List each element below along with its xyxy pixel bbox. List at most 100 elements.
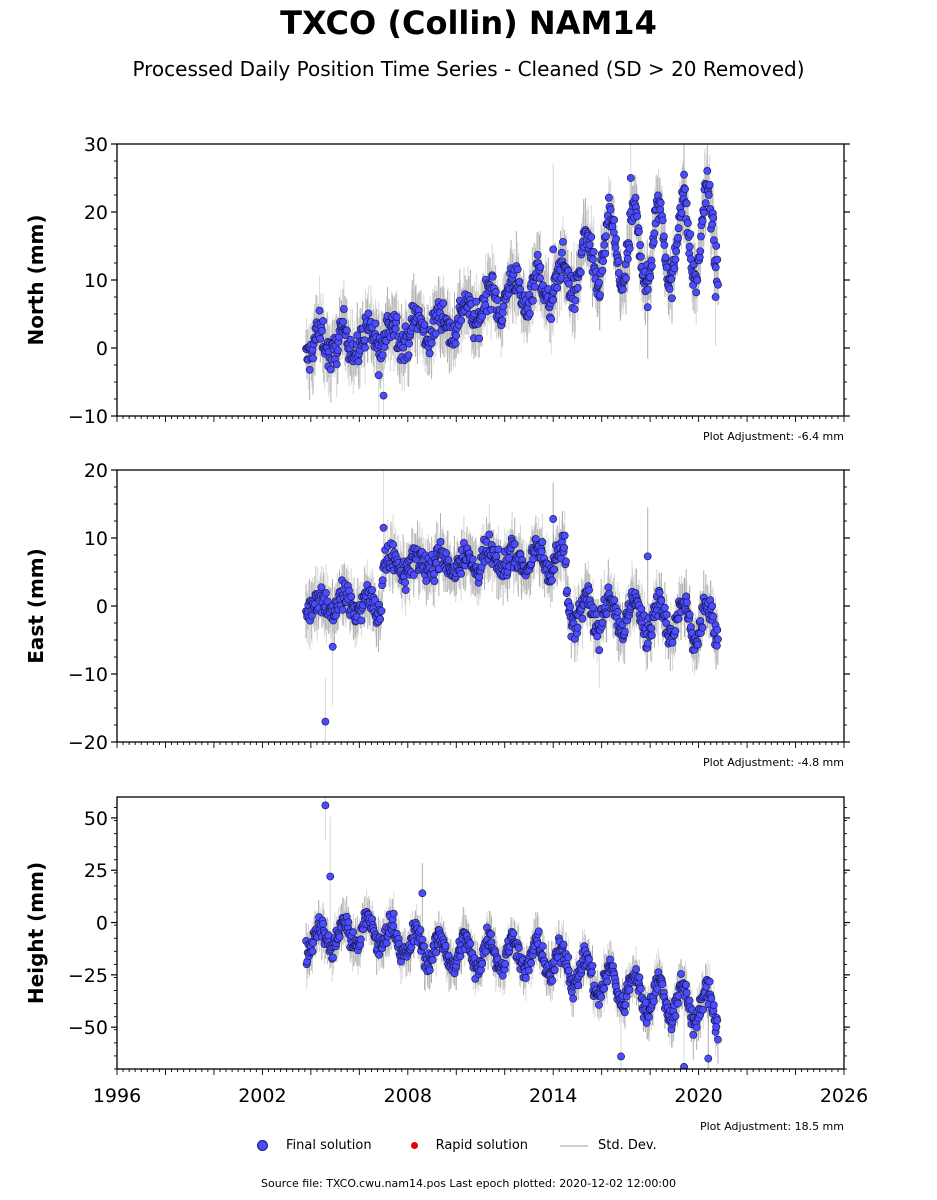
final-solution-point bbox=[668, 638, 677, 647]
chart-subtitle: Processed Daily Position Time Series - C… bbox=[132, 57, 805, 81]
final-solution-point bbox=[564, 966, 573, 975]
final-solution-point bbox=[524, 966, 533, 975]
final-solution-point bbox=[709, 214, 718, 222]
final-solution-point bbox=[404, 351, 413, 360]
final-solution-point bbox=[493, 296, 502, 305]
final-solution-point bbox=[536, 263, 545, 271]
final-solution-point bbox=[326, 872, 335, 881]
panel-2: −50 −25 0 25 50 Height (mm) Plot Adjustment: 1… bbox=[24, 796, 868, 1133]
final-solution-point bbox=[533, 251, 542, 259]
final-solution-point bbox=[657, 596, 666, 605]
final-solution-point bbox=[643, 552, 652, 561]
final-solution-point bbox=[693, 276, 702, 285]
final-solution-point bbox=[316, 334, 325, 343]
final-solution-point bbox=[587, 968, 596, 977]
final-solution-point bbox=[436, 538, 445, 546]
final-solution-point bbox=[635, 973, 644, 982]
final-solution-point bbox=[564, 279, 573, 288]
final-solution-point bbox=[611, 243, 620, 252]
final-solution-point bbox=[636, 252, 645, 261]
plot-adjustment-note: Plot Adjustment: 18.5 mm bbox=[700, 1120, 844, 1133]
final-solution-point bbox=[643, 303, 652, 312]
final-solution-point bbox=[389, 540, 398, 549]
final-solution-point bbox=[347, 592, 356, 601]
final-solution-point bbox=[655, 588, 664, 597]
final-solution-point bbox=[491, 287, 500, 296]
legend-final: Final solution bbox=[250, 1138, 372, 1153]
final-solution-point bbox=[621, 1000, 630, 1009]
final-solution-point bbox=[714, 635, 722, 644]
final-solution-point bbox=[713, 625, 722, 634]
final-solution-point bbox=[674, 614, 683, 623]
final-solution-point bbox=[602, 232, 610, 241]
final-solution-point bbox=[625, 244, 634, 253]
final-solution-point bbox=[344, 918, 353, 927]
x-tick-label: 2002 bbox=[238, 1085, 286, 1107]
x-tick-label: 1996 bbox=[93, 1085, 141, 1107]
final-solution-point bbox=[332, 360, 341, 369]
final-solution-point bbox=[492, 552, 501, 561]
final-solution-point bbox=[682, 598, 691, 607]
final-solution-point bbox=[425, 966, 434, 975]
final-solution-point bbox=[649, 238, 658, 247]
final-solution-point bbox=[662, 619, 670, 627]
final-solution-point bbox=[593, 632, 602, 641]
final-solution-point bbox=[377, 606, 386, 615]
final-solution-point bbox=[501, 960, 510, 968]
final-solution-point bbox=[401, 586, 410, 594]
final-solution-point bbox=[374, 371, 383, 380]
final-solution-point bbox=[585, 586, 593, 594]
final-solution-point bbox=[573, 284, 582, 292]
final-solution-point bbox=[439, 299, 448, 308]
final-solution-point bbox=[650, 229, 659, 238]
plot-frame bbox=[116, 469, 845, 743]
final-solution-point bbox=[549, 515, 558, 523]
final-solution-point bbox=[589, 247, 598, 256]
final-solution-marker-icon bbox=[257, 1140, 268, 1151]
final-solution-point bbox=[321, 717, 330, 726]
final-solution-point bbox=[670, 264, 679, 273]
plot-area bbox=[302, 797, 722, 1069]
y-tick-label: 10 bbox=[84, 528, 108, 550]
final-solution-point bbox=[584, 955, 593, 964]
final-solution-point bbox=[656, 205, 665, 214]
final-solution-point bbox=[600, 240, 609, 249]
final-solution-point bbox=[378, 576, 387, 585]
final-solution-point bbox=[319, 317, 328, 325]
final-solution-point bbox=[714, 280, 722, 289]
final-solution-point bbox=[685, 996, 694, 1005]
final-solution-point bbox=[422, 577, 431, 585]
final-solution-point bbox=[557, 248, 566, 257]
final-solution-point bbox=[537, 547, 546, 556]
final-solution-point bbox=[328, 642, 337, 651]
final-solution-point bbox=[329, 953, 337, 962]
final-solution-point bbox=[633, 212, 642, 221]
final-solution-point bbox=[585, 240, 594, 249]
final-solution-point bbox=[513, 265, 522, 274]
final-solution-point bbox=[574, 981, 583, 990]
final-solution-point bbox=[697, 232, 705, 241]
final-solution-point bbox=[704, 191, 713, 199]
final-solution-point bbox=[418, 889, 427, 898]
final-solution-point bbox=[595, 1000, 603, 1009]
final-solution-point bbox=[684, 219, 692, 227]
final-solution-point bbox=[305, 365, 314, 374]
final-solution-point bbox=[671, 627, 680, 636]
y-tick-label: 50 bbox=[84, 808, 108, 830]
final-solution-point bbox=[375, 950, 384, 959]
final-solution-point bbox=[658, 216, 667, 225]
final-solution-point bbox=[708, 220, 716, 229]
final-solution-point bbox=[477, 966, 485, 974]
final-solution-point bbox=[685, 242, 694, 251]
final-solution-point bbox=[623, 254, 632, 263]
final-solution-point bbox=[686, 230, 695, 239]
final-solution-point bbox=[548, 976, 557, 985]
final-solution-point bbox=[515, 277, 524, 286]
final-solution-point bbox=[564, 953, 573, 962]
final-solution-point bbox=[498, 316, 507, 325]
final-solution-point bbox=[444, 556, 453, 564]
final-solution-point bbox=[308, 947, 317, 956]
final-solution-point bbox=[466, 939, 475, 948]
final-solution-point bbox=[389, 909, 398, 918]
